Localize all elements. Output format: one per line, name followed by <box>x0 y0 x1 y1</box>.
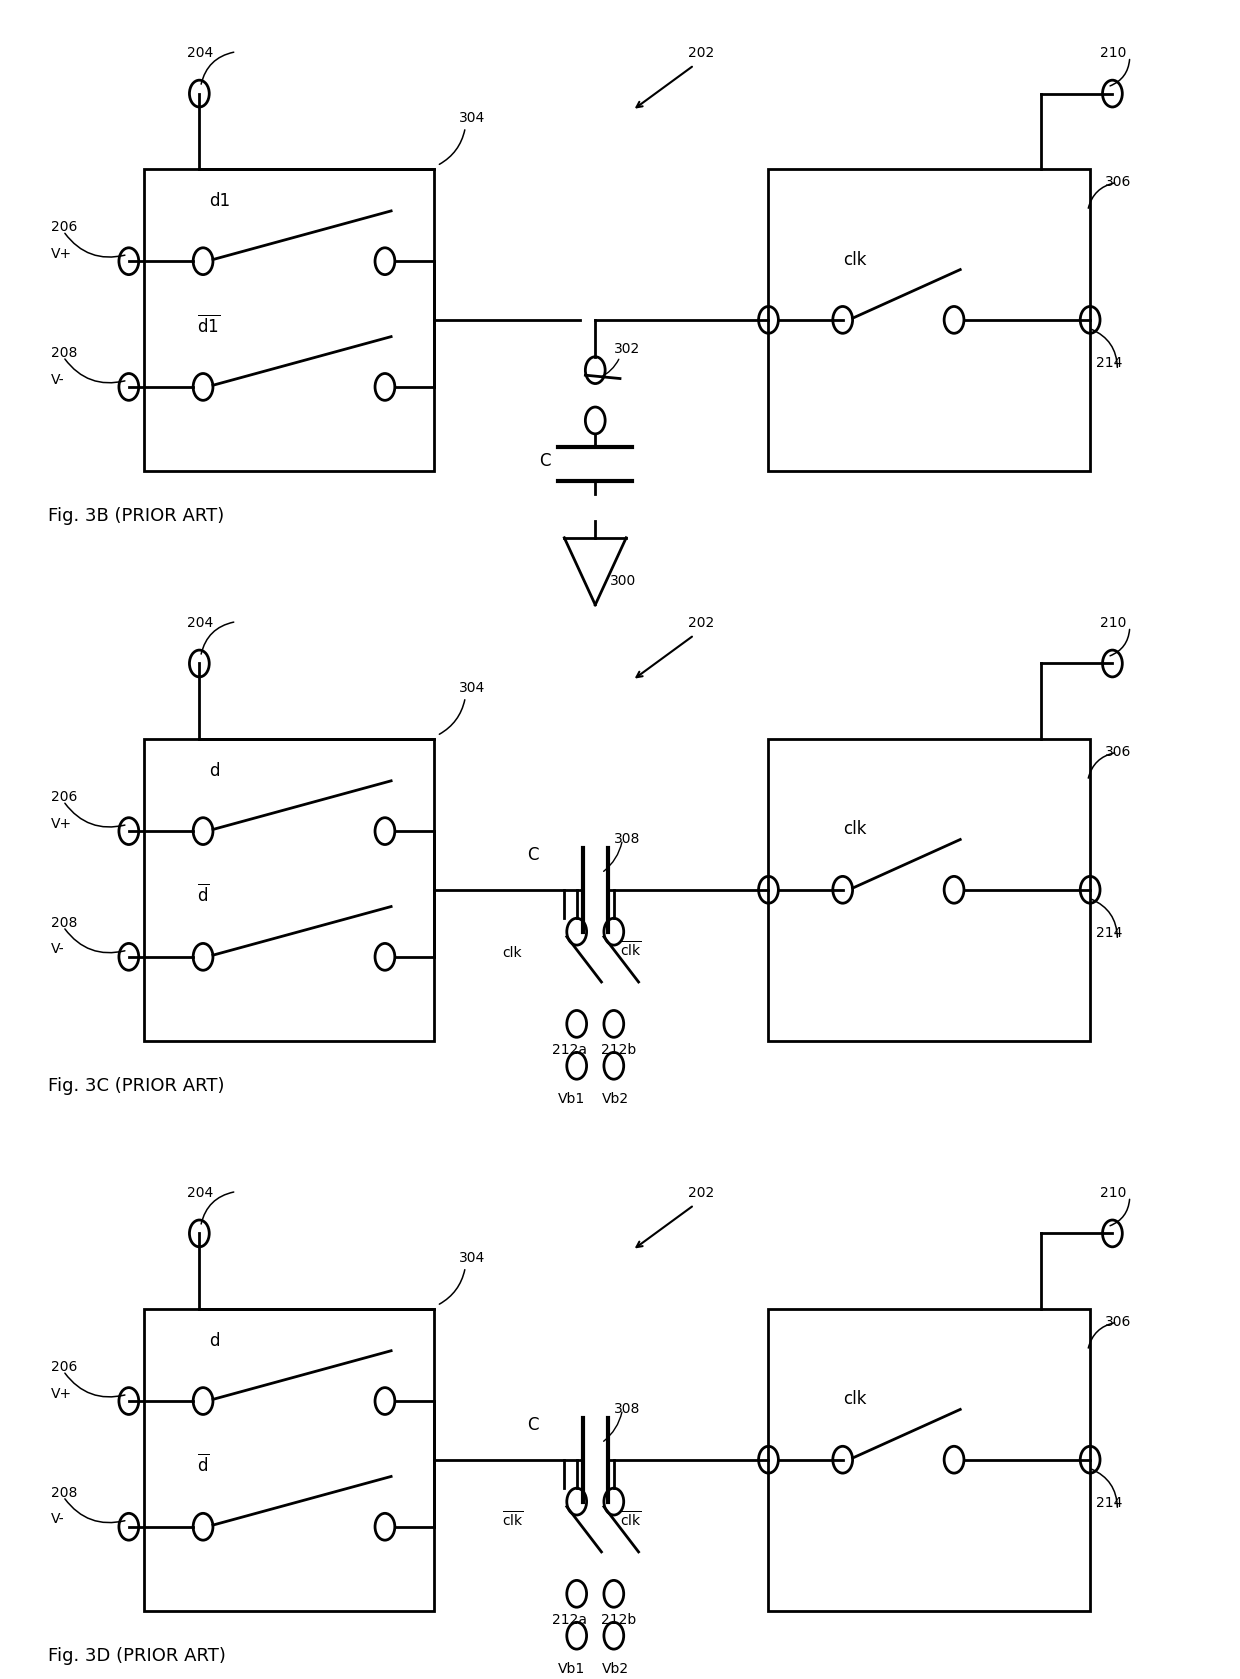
Text: 308: 308 <box>614 831 640 846</box>
Text: 304: 304 <box>459 111 485 124</box>
Text: 212a: 212a <box>552 1043 587 1058</box>
Text: V+: V+ <box>51 247 72 260</box>
Text: 302: 302 <box>614 343 640 356</box>
Bar <box>769 1310 1090 1610</box>
Text: Fig. 3C (PRIOR ART): Fig. 3C (PRIOR ART) <box>48 1076 224 1095</box>
Text: 206: 206 <box>51 789 77 804</box>
Text: C: C <box>527 1415 538 1434</box>
Text: 202: 202 <box>688 45 714 60</box>
Text: 212b: 212b <box>601 1043 636 1058</box>
Text: C: C <box>539 452 551 470</box>
Text: V-: V- <box>51 373 64 386</box>
Text: $\overline{\rm d}$: $\overline{\rm d}$ <box>197 883 210 905</box>
Text: 214: 214 <box>1096 925 1122 940</box>
Text: d1: d1 <box>210 191 231 210</box>
Text: 300: 300 <box>610 574 636 588</box>
Text: 212a: 212a <box>552 1614 587 1627</box>
Text: Vb2: Vb2 <box>601 1091 629 1106</box>
Text: Vb2: Vb2 <box>601 1662 629 1676</box>
Text: clk: clk <box>502 945 522 960</box>
Text: 204: 204 <box>187 616 213 630</box>
Text: 206: 206 <box>51 1360 77 1373</box>
Text: 212b: 212b <box>601 1614 636 1627</box>
Text: $\overline{\rm clk}$: $\overline{\rm clk}$ <box>502 1511 525 1530</box>
Text: 204: 204 <box>187 1185 213 1199</box>
Text: V+: V+ <box>51 1387 72 1400</box>
Bar <box>769 739 1090 1041</box>
Bar <box>769 170 1090 470</box>
Text: 208: 208 <box>51 1486 77 1499</box>
Text: 208: 208 <box>51 346 77 359</box>
Text: 204: 204 <box>187 45 213 60</box>
Text: Fig. 3B (PRIOR ART): Fig. 3B (PRIOR ART) <box>48 507 224 526</box>
Text: 214: 214 <box>1096 356 1122 369</box>
Text: V+: V+ <box>51 816 72 831</box>
Text: $\overline{\rm d1}$: $\overline{\rm d1}$ <box>197 314 219 336</box>
Text: C: C <box>527 846 538 863</box>
Text: 210: 210 <box>1100 45 1126 60</box>
Bar <box>144 1310 434 1610</box>
Text: 306: 306 <box>1105 1315 1131 1328</box>
Text: Fig. 3D (PRIOR ART): Fig. 3D (PRIOR ART) <box>48 1647 226 1666</box>
Text: $\overline{\rm clk}$: $\overline{\rm clk}$ <box>620 1511 641 1530</box>
Text: clk: clk <box>843 821 867 838</box>
Text: 202: 202 <box>688 616 714 630</box>
Text: 308: 308 <box>614 1402 640 1415</box>
Text: clk: clk <box>843 250 867 269</box>
Bar <box>144 739 434 1041</box>
Text: $\overline{\rm d}$: $\overline{\rm d}$ <box>197 1454 210 1476</box>
Text: 214: 214 <box>1096 1496 1122 1509</box>
Text: Vb1: Vb1 <box>558 1091 585 1106</box>
Text: V-: V- <box>51 942 64 957</box>
Text: V-: V- <box>51 1513 64 1526</box>
Text: 304: 304 <box>459 1251 485 1264</box>
Text: 306: 306 <box>1105 745 1131 759</box>
Text: 206: 206 <box>51 220 77 233</box>
Text: $\overline{\rm clk}$: $\overline{\rm clk}$ <box>620 940 641 960</box>
Text: 208: 208 <box>51 915 77 930</box>
Bar <box>144 170 434 470</box>
Text: d: d <box>210 762 219 779</box>
Text: 306: 306 <box>1105 175 1131 188</box>
Text: 210: 210 <box>1100 616 1126 630</box>
Text: 202: 202 <box>688 1185 714 1200</box>
Text: 210: 210 <box>1100 1185 1126 1199</box>
Text: Vb1: Vb1 <box>558 1662 585 1676</box>
Text: 304: 304 <box>459 682 485 695</box>
Text: d: d <box>210 1331 219 1350</box>
Text: clk: clk <box>843 1390 867 1409</box>
